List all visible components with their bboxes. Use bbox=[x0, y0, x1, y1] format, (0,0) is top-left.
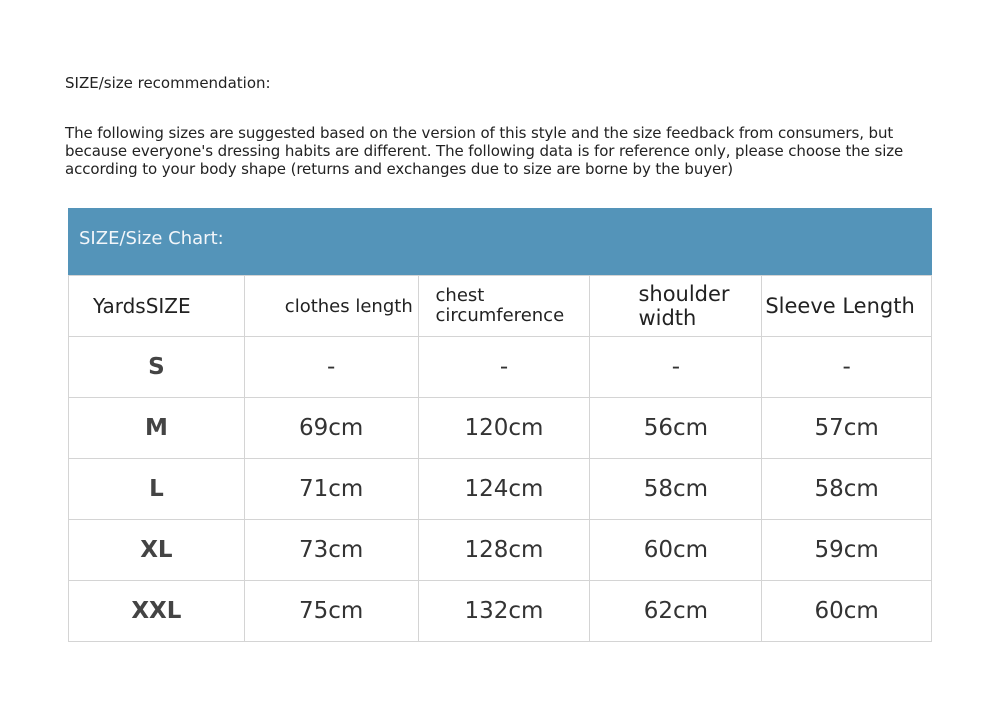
table-cell: 73cm bbox=[243, 519, 419, 581]
column-header-row: YardsSIZE clothes length chest circumferen… bbox=[68, 275, 932, 337]
size-recommendation-title: SIZE/size recommendation: bbox=[65, 74, 271, 92]
size-label: S bbox=[68, 336, 245, 398]
table-cell: - bbox=[761, 336, 932, 398]
column-header: shoulder width bbox=[589, 275, 763, 337]
table-cell: - bbox=[417, 336, 591, 398]
column-header: YardsSIZE bbox=[68, 275, 245, 337]
table-cell: 128cm bbox=[417, 519, 591, 581]
table-cell: - bbox=[589, 336, 763, 398]
table-row: XL 73cm 128cm 60cm 59cm bbox=[68, 519, 932, 581]
table-cell: 60cm bbox=[761, 580, 932, 642]
column-header: Sleeve Length bbox=[761, 275, 932, 337]
table-cell: 59cm bbox=[761, 519, 932, 581]
column-header: chest circumference bbox=[417, 275, 591, 337]
size-label: M bbox=[68, 397, 245, 459]
table-cell: 62cm bbox=[589, 580, 763, 642]
table-row: M 69cm 120cm 56cm 57cm bbox=[68, 397, 932, 459]
table-cell: - bbox=[243, 336, 419, 398]
column-header: clothes length bbox=[243, 275, 419, 337]
table-cell: 58cm bbox=[761, 458, 932, 520]
size-chart-table: YardsSIZE clothes length chest circumferen… bbox=[68, 275, 932, 642]
size-label: L bbox=[68, 458, 245, 520]
table-row: S---- bbox=[68, 336, 932, 398]
table-cell: 124cm bbox=[417, 458, 591, 520]
table-cell: 120cm bbox=[417, 397, 591, 459]
table-cell: 60cm bbox=[589, 519, 763, 581]
table-cell: 57cm bbox=[761, 397, 932, 459]
size-label: XXL bbox=[68, 580, 245, 642]
table-cell: 71cm bbox=[243, 458, 419, 520]
table-cell: 56cm bbox=[589, 397, 763, 459]
size-chart-header: SIZE/Size Chart: bbox=[68, 208, 932, 275]
table-cell: 58cm bbox=[589, 458, 763, 520]
table-row: L 71cm 124cm 58cm 58cm bbox=[68, 458, 932, 520]
table-cell: 75cm bbox=[243, 580, 419, 642]
size-label: XL bbox=[68, 519, 245, 581]
size-note: The following sizes are suggested based … bbox=[65, 124, 904, 178]
table-row: XXL 75cm 132cm 62cm 60cm bbox=[68, 580, 932, 642]
table-cell: 132cm bbox=[417, 580, 591, 642]
table-cell: 69cm bbox=[243, 397, 419, 459]
